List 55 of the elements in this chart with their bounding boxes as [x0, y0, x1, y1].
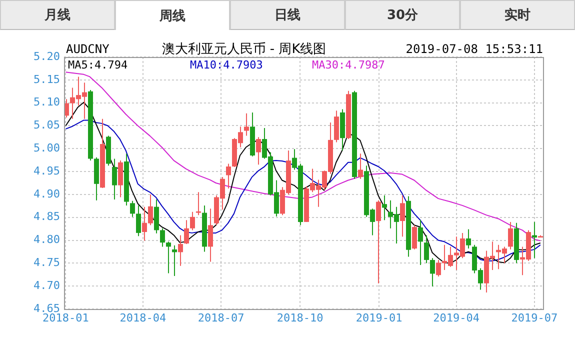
candlestick: [112, 158, 117, 200]
text: MA10:4.7903: [190, 58, 263, 72]
candlestick: [244, 112, 249, 136]
candlestick: [508, 221, 513, 250]
candlestick: [256, 136, 261, 166]
y-tick-label: 4.80: [34, 233, 60, 246]
x-tick-label: 2018-07: [198, 311, 244, 324]
candlestick: [532, 221, 537, 259]
text: 月线: [0, 0, 115, 30]
candlestick: [418, 220, 423, 266]
x-tick-label: 2019-04: [433, 311, 480, 324]
y-tick-label: 5.05: [34, 118, 60, 132]
candlestick: [430, 258, 435, 288]
candlestick: [190, 211, 195, 231]
candlestick: [466, 228, 471, 250]
text: 周线: [115, 0, 230, 30]
candlestick: [130, 200, 135, 218]
candlestick: [172, 244, 177, 277]
candlestick: [382, 194, 387, 221]
text: 实时: [460, 0, 575, 30]
candlestick: [400, 194, 405, 238]
candlestick: [154, 198, 159, 234]
candlestick: [136, 204, 141, 237]
x-tick-label: 2019-07: [511, 311, 558, 324]
y-tick-label: 5.20: [34, 50, 60, 63]
text: 2019-07-08 15:53:11: [406, 42, 543, 56]
candlestick: [334, 110, 339, 143]
candlestick: [118, 160, 123, 198]
x-tick-label: 2018-04: [120, 311, 167, 324]
y-tick-label: 4.90: [34, 187, 60, 200]
candlestick: [160, 228, 165, 248]
y-tick-label: 4.75: [34, 256, 60, 270]
text: 30分: [345, 0, 460, 30]
y-tick-label: 4.95: [34, 164, 60, 178]
chart-subtitle: AUDCNY: [66, 42, 110, 56]
y-tick-label: 5.10: [34, 96, 60, 109]
y-tick-label: 4.85: [34, 210, 60, 224]
candlestick: [166, 241, 171, 274]
candlestick: [178, 234, 183, 266]
y-tick-label: 5.00: [34, 141, 60, 154]
candlestick: [226, 163, 231, 189]
candlestick: [208, 208, 213, 262]
text: MA30:4.7987: [312, 58, 385, 72]
candlestick: [184, 220, 189, 244]
text: MA5:4.794: [68, 58, 128, 72]
candlestick: [412, 224, 417, 250]
text: 日线: [230, 0, 345, 30]
y-tick-label: 4.70: [34, 278, 60, 292]
x-tick-label: 2019-01: [356, 311, 402, 324]
y-tick-label: 5.15: [34, 72, 60, 86]
candlestick: [358, 153, 363, 180]
candlestick: [424, 234, 429, 264]
x-tick-label: 2018-10: [276, 311, 324, 324]
chart-title: 澳大利亚元人民币 - 周K线图: [162, 42, 326, 57]
candlestick: [196, 192, 201, 216]
